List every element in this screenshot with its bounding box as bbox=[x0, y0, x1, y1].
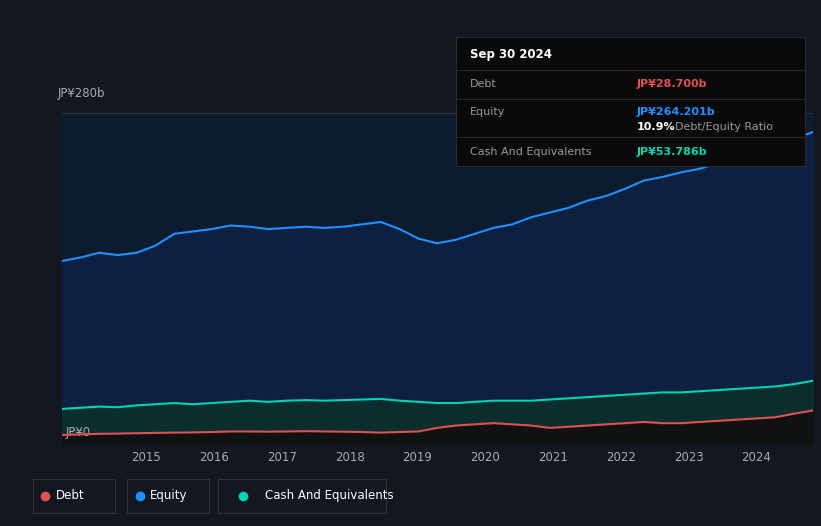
Text: Equity: Equity bbox=[150, 489, 188, 502]
Text: 10.9%: 10.9% bbox=[637, 122, 676, 132]
Text: Cash And Equivalents: Cash And Equivalents bbox=[470, 147, 591, 157]
Text: Debt: Debt bbox=[56, 489, 85, 502]
Text: JP¥0: JP¥0 bbox=[66, 427, 90, 440]
Text: JP¥53.786b: JP¥53.786b bbox=[637, 147, 708, 157]
Text: JP¥264.201b: JP¥264.201b bbox=[637, 107, 716, 117]
Text: JP¥28.700b: JP¥28.700b bbox=[637, 79, 708, 89]
Text: Sep 30 2024: Sep 30 2024 bbox=[470, 48, 552, 62]
Text: JP¥280b: JP¥280b bbox=[57, 87, 105, 100]
Text: Debt: Debt bbox=[470, 79, 497, 89]
Text: Debt/Equity Ratio: Debt/Equity Ratio bbox=[676, 122, 773, 132]
Text: Equity: Equity bbox=[470, 107, 505, 117]
Text: Cash And Equivalents: Cash And Equivalents bbox=[264, 489, 393, 502]
